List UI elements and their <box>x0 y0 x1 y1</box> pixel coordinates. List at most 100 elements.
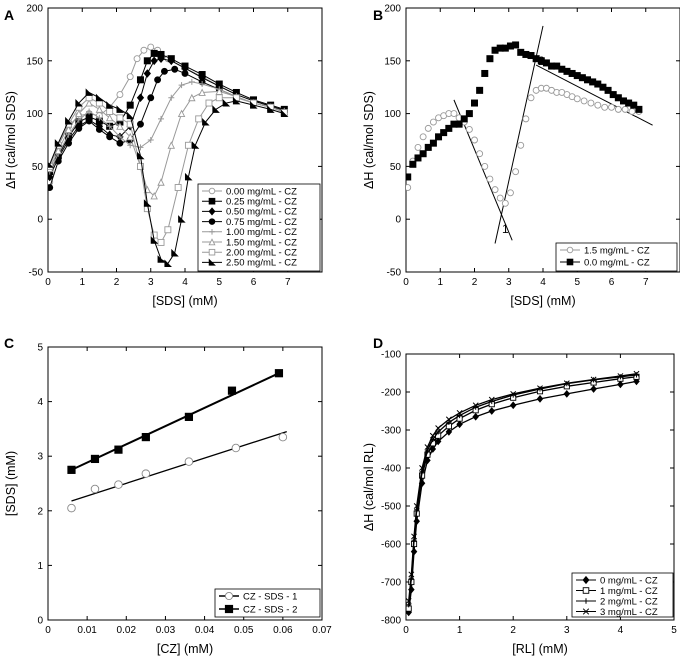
x-tick-label: 5 <box>671 625 677 636</box>
data-point <box>126 120 134 128</box>
y-tick-label: -800 <box>381 616 401 627</box>
data-point <box>456 420 463 429</box>
data-point <box>488 396 495 403</box>
y-tick-label: 50 <box>390 162 402 173</box>
y-tick-label: 100 <box>384 109 401 120</box>
data-point <box>215 94 223 102</box>
y-tick-label: 200 <box>26 4 43 15</box>
x-tick-label: 7 <box>643 277 649 288</box>
data-point <box>408 571 415 578</box>
data-point <box>167 141 176 149</box>
x-axis-label: [RL] (mM) <box>512 642 568 656</box>
data-point <box>171 65 179 73</box>
y-tick-label: 50 <box>32 162 44 173</box>
data-point <box>202 117 210 126</box>
data-point <box>617 380 624 389</box>
x-tick-label: 6 <box>251 277 257 288</box>
data-point <box>48 184 54 191</box>
data-point <box>48 161 54 168</box>
data-point <box>429 139 437 147</box>
legend: CZ - SDS - 1 CZ - SDS - 2 <box>214 588 321 618</box>
legend-entry: 1.5 mg/mL - CZ <box>584 245 650 256</box>
data-point <box>126 101 134 109</box>
data-point <box>85 88 94 96</box>
legend-entry: 1.50 mg/mL - CZ <box>226 237 297 248</box>
data-point <box>590 385 597 393</box>
data-point <box>222 98 231 107</box>
data-point <box>440 129 448 137</box>
data-point <box>635 105 643 113</box>
data-point <box>587 99 595 107</box>
data-point <box>512 41 520 49</box>
data-point <box>231 443 241 453</box>
fit-line-cz-sds-2 <box>71 372 280 471</box>
panel-label: B <box>373 7 383 23</box>
data-point <box>445 124 453 132</box>
data-point <box>105 113 114 122</box>
data-point <box>75 98 83 107</box>
data-point <box>75 116 82 123</box>
data-point <box>414 143 422 151</box>
data-point <box>116 105 125 113</box>
data-point <box>137 120 144 128</box>
legend-entry: 0.0 mg/mL - CZ <box>584 257 650 268</box>
data-point <box>158 115 165 122</box>
data-point <box>409 160 417 168</box>
data-point <box>406 184 412 191</box>
data-point <box>509 401 517 410</box>
x-tick-label: 4 <box>540 277 546 288</box>
data-point <box>191 141 200 149</box>
x-tick-label: 0 <box>403 625 409 636</box>
data-point <box>184 172 193 181</box>
data-point <box>178 82 185 89</box>
x-tick-label: 4 <box>182 277 188 288</box>
y-tick-label: -700 <box>381 578 401 589</box>
data-point <box>75 124 83 132</box>
y-tick-label: -400 <box>381 464 401 475</box>
data-point <box>140 46 148 54</box>
data-point <box>476 150 484 158</box>
data-point <box>184 141 192 149</box>
legend: 1.5 mg/mL - CZ0.0 mg/mL - CZ <box>555 242 678 272</box>
legend-box <box>555 242 678 272</box>
legend-marker <box>208 218 216 225</box>
legend-entry: 0.25 mg/mL - CZ <box>226 197 297 208</box>
data-point <box>537 385 543 392</box>
x-tick-label: 1 <box>79 277 85 288</box>
data-point <box>95 105 104 113</box>
legend-box <box>197 183 321 272</box>
data-point <box>160 67 168 75</box>
data-point <box>188 78 195 85</box>
data-point <box>471 99 478 107</box>
data-point <box>199 81 206 88</box>
legend-entry: 0.50 mg/mL - CZ <box>226 207 297 218</box>
data-point <box>414 154 422 162</box>
data-point <box>143 69 151 78</box>
legend-entry: 0.75 mg/mL - CZ <box>226 217 297 228</box>
data-point <box>227 386 237 395</box>
data-point <box>429 118 437 126</box>
data-point <box>198 88 206 96</box>
legend-marker <box>208 248 216 256</box>
data-point <box>614 105 622 113</box>
data-point <box>150 236 159 244</box>
data-point <box>184 412 194 421</box>
plot-area <box>67 369 288 513</box>
legend-marker <box>208 258 216 266</box>
data-point <box>133 55 141 63</box>
data-point <box>232 96 241 105</box>
y-tick-label: -50 <box>387 268 402 279</box>
data-point <box>85 99 93 107</box>
x-tick-label: 0 <box>45 625 51 636</box>
data-point <box>65 139 73 147</box>
data-point <box>75 109 83 118</box>
panel-label: D <box>373 335 383 351</box>
x-tick-label: 1 <box>437 277 443 288</box>
chart-panel-d: D 0 1 2 3 4 5 -800 -700 -600 -500 -400 -300 -200 -100 [… <box>362 335 677 656</box>
data-point <box>465 125 473 133</box>
legend-marker <box>208 207 216 216</box>
data-point <box>536 394 544 403</box>
data-point <box>590 376 597 383</box>
